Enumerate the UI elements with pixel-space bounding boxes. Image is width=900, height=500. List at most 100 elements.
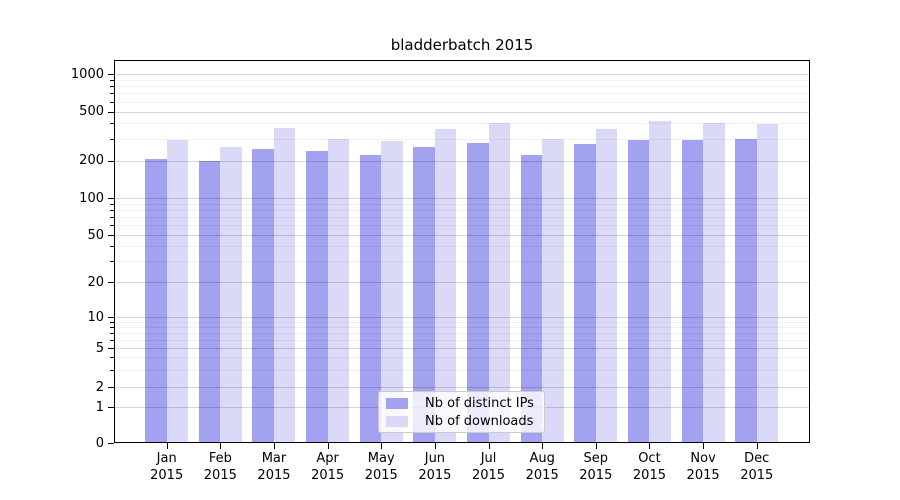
legend-label-distinct-ips: Nb of distinct IPs	[425, 395, 534, 411]
bar-nb-of-downloads-may	[381, 141, 403, 442]
gridline-minor-6	[115, 339, 809, 341]
x-axis-label-nov: Nov 2015	[686, 451, 720, 483]
y-axis-tick-10	[108, 317, 114, 318]
x-axis-tick-oct	[649, 443, 651, 449]
x-axis-tick-aug	[542, 443, 544, 449]
bar-nb-of-distinct-ips-jun	[413, 146, 435, 442]
x-axis-tick-feb	[220, 443, 222, 449]
y-axis-minor-tick-400	[110, 123, 114, 125]
y-axis-minor-tick-600	[110, 101, 114, 103]
x-axis-tick-dec	[756, 443, 758, 449]
y-axis-label-500: 500	[79, 104, 104, 119]
bar-nb-of-distinct-ips-may	[359, 155, 382, 442]
gridline-minor-700	[115, 93, 809, 95]
bar-nb-of-distinct-ips-dec	[735, 139, 757, 442]
x-axis-label-mar: Mar 2015	[257, 451, 291, 483]
x-axis-label-sep: Sep 2015	[579, 451, 613, 483]
legend-swatch-downloads	[386, 415, 408, 427]
gridline-minor-4	[115, 357, 809, 359]
gridline-minor-900	[115, 79, 809, 81]
gridline-major-50	[115, 235, 809, 236]
y-axis-label-10: 10	[87, 309, 104, 325]
y-axis-tick-2	[108, 387, 114, 388]
y-axis-minor-tick-9	[110, 321, 114, 323]
x-axis-tick-jul	[488, 443, 490, 449]
gridline-minor-800	[115, 86, 809, 88]
bar-nb-of-downloads-apr	[327, 139, 350, 442]
gridline-minor-70	[115, 217, 809, 219]
bar-nb-of-downloads-dec	[756, 123, 779, 442]
y-axis-minor-tick-90	[110, 203, 114, 205]
gridline-minor-400	[115, 123, 809, 125]
bar-nb-of-downloads-nov	[703, 123, 725, 442]
y-axis-minor-tick-900	[110, 79, 114, 81]
chart-title: bladderbatch 2015	[390, 36, 534, 54]
gridline-minor-3	[115, 369, 809, 371]
y-axis-label-50: 50	[87, 227, 104, 243]
gridline-minor-60	[115, 225, 809, 227]
x-axis-label-may: May 2015	[364, 451, 398, 483]
y-axis-tick-1	[108, 407, 114, 408]
plot-area: Nb of distinct IPs Nb of downloads	[114, 60, 810, 443]
bar-nb-of-distinct-ips-feb	[198, 160, 221, 442]
y-axis-tick-100	[108, 198, 114, 199]
gridline-major-100	[115, 198, 809, 199]
y-axis-tick-50	[108, 235, 114, 236]
bar-nb-of-downloads-sep	[595, 128, 618, 442]
y-axis-minor-tick-40	[110, 246, 114, 248]
bar-nb-of-distinct-ips-oct	[627, 139, 650, 442]
y-axis-minor-tick-7	[110, 332, 114, 334]
x-axis-tick-nov	[703, 443, 705, 449]
bar-nb-of-distinct-ips-sep	[574, 144, 596, 442]
y-axis-tick-1000	[108, 74, 114, 75]
gridline-major-5	[115, 348, 809, 349]
bar-nb-of-distinct-ips-aug	[520, 155, 543, 442]
bar-nb-of-downloads-jul	[488, 122, 511, 442]
x-axis-label-apr: Apr 2015	[311, 451, 345, 483]
bar-nb-of-downloads-jan	[166, 139, 189, 442]
y-axis-label-100: 100	[79, 190, 104, 206]
legend-label-downloads: Nb of downloads	[425, 413, 534, 429]
x-axis-label-aug: Aug 2015	[525, 451, 559, 483]
gridline-major-200	[115, 160, 809, 162]
gridline-minor-8	[115, 326, 809, 328]
bar-nb-of-downloads-mar	[273, 127, 296, 442]
gridline-minor-300	[115, 138, 809, 140]
x-axis-label-dec: Dec 2015	[740, 451, 774, 483]
legend-swatch-distinct-ips	[386, 397, 408, 409]
x-axis-label-jan: Jan 2015	[150, 451, 184, 483]
bar-nb-of-downloads-oct	[649, 121, 671, 442]
y-axis-minor-tick-80	[110, 209, 114, 211]
gridline-minor-30	[115, 261, 809, 263]
bar-nb-of-distinct-ips-jan	[145, 159, 167, 442]
gridline-minor-7	[115, 332, 809, 334]
legend-entry-distinct-ips: Nb of distinct IPs	[386, 394, 544, 412]
x-axis-tick-apr	[327, 443, 329, 449]
gridline-major-1000	[115, 74, 809, 75]
x-axis-label-jun: Jun 2015	[418, 451, 452, 483]
gridline-minor-90	[115, 203, 809, 205]
y-axis-minor-tick-4	[110, 357, 114, 359]
bar-nb-of-distinct-ips-nov	[681, 140, 704, 442]
y-axis-minor-tick-30	[110, 261, 114, 263]
bar-nb-of-downloads-jun	[434, 129, 457, 442]
x-axis-label-jul: Jul 2015	[471, 451, 506, 483]
y-axis-tick-0	[108, 443, 114, 444]
bar-nb-of-distinct-ips-apr	[306, 151, 328, 442]
x-axis-label-oct: Oct 2015	[632, 451, 666, 483]
gridline-major-10	[115, 317, 809, 318]
y-axis-label-2: 2	[95, 379, 104, 395]
gridline-major-500	[115, 111, 809, 113]
y-axis-minor-tick-8	[110, 326, 114, 328]
y-axis-minor-tick-60	[110, 225, 114, 227]
bar-nb-of-downloads-feb	[220, 146, 242, 442]
y-axis-label-200: 200	[79, 153, 104, 168]
x-axis-tick-mar	[273, 443, 275, 449]
y-axis-label-5: 5	[95, 340, 104, 356]
y-axis-tick-200	[108, 160, 114, 162]
x-axis-tick-may	[381, 443, 383, 449]
y-axis-minor-tick-800	[110, 86, 114, 88]
gridline-minor-9	[115, 321, 809, 323]
gridline-minor-40	[115, 246, 809, 248]
y-axis-label-1: 1	[95, 399, 104, 415]
